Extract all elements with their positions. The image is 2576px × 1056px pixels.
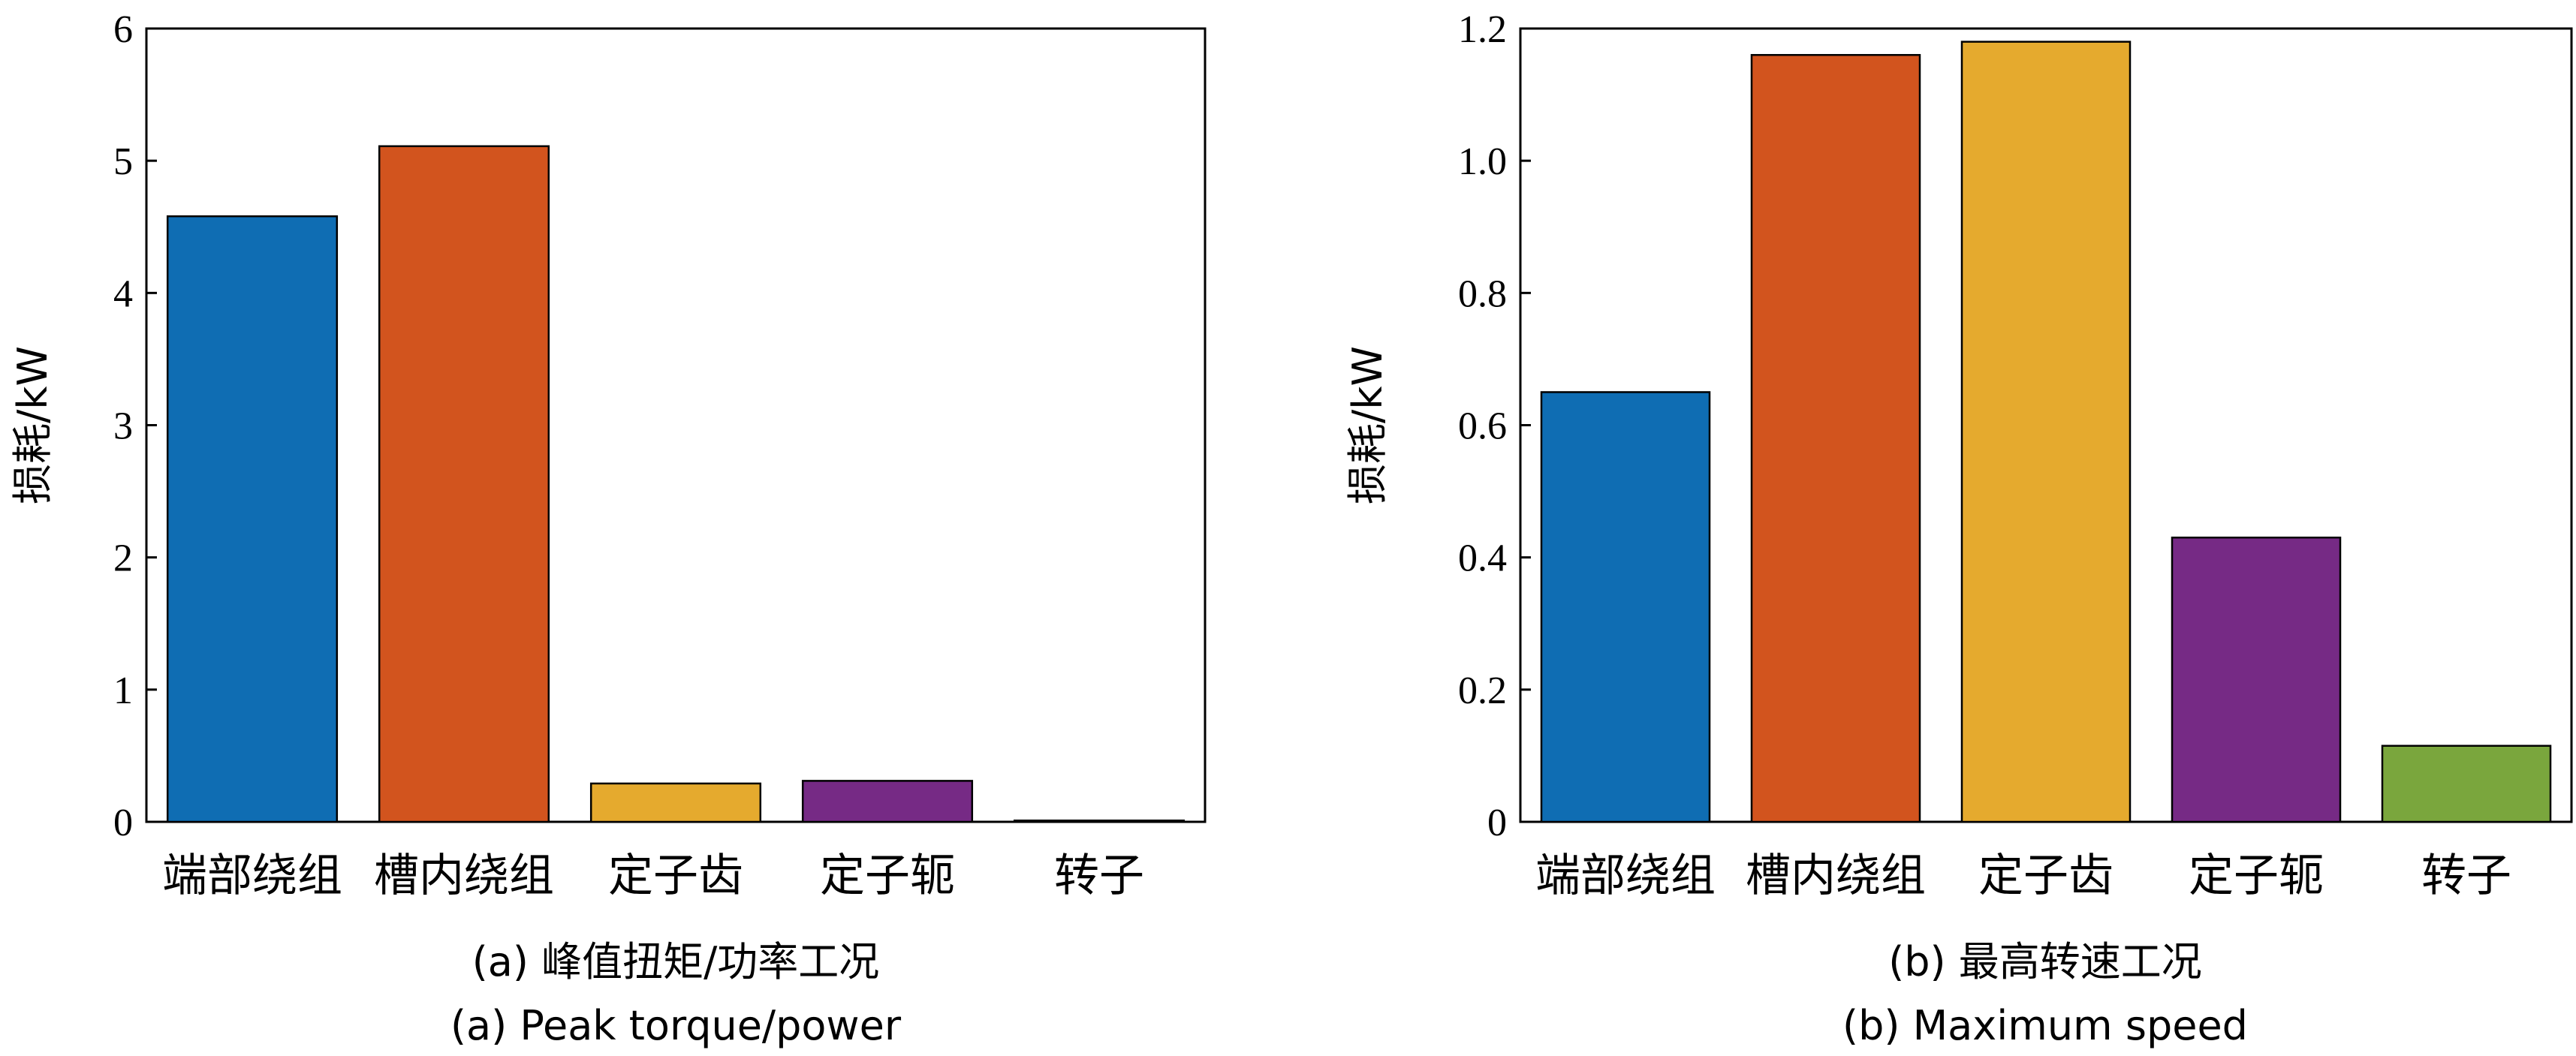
y-tick-label: 0 (113, 802, 133, 844)
y-tick-label: 0 (1487, 802, 1507, 844)
x-category-label: 定子齿 (608, 850, 743, 902)
x-category-label: 槽内绕组 (374, 850, 554, 902)
y-tick-label: 0.8 (1458, 272, 1507, 315)
y-tick-label: 5 (113, 140, 133, 183)
y-tick-label: 4 (113, 272, 133, 315)
y-tick-label: 1.0 (1458, 140, 1507, 183)
bar-5 (1013, 819, 1186, 823)
bar-2 (378, 145, 550, 823)
bar-3 (589, 782, 762, 823)
x-category-label: 端部绕组 (162, 850, 342, 902)
x-category-label: 转子 (1054, 850, 1144, 902)
y-tick-label: 0.2 (1458, 669, 1507, 712)
y-tick-label: 1.2 (1458, 8, 1507, 51)
caption-english: (a) Peak torque/power (450, 1002, 902, 1049)
bar-5 (2381, 745, 2552, 823)
bar-1 (166, 215, 339, 823)
bar-2 (1750, 53, 1921, 823)
x-category-label: 定子齿 (1978, 850, 2114, 902)
x-category-label: 转子 (2421, 850, 2511, 902)
x-category-label: 定子轭 (820, 850, 955, 902)
y-tick-label: 0.4 (1458, 537, 1507, 580)
x-category-label: 端部绕组 (1535, 850, 1716, 902)
y-tick-label: 6 (113, 8, 133, 51)
y-tick-label: 0.6 (1458, 405, 1507, 448)
bar-4 (801, 780, 974, 823)
y-tick-label: 2 (113, 537, 133, 580)
x-category-label: 定子轭 (2189, 850, 2324, 902)
caption-english: (b) Maximum speed (1842, 1002, 2248, 1049)
bar-3 (1960, 41, 2132, 823)
y-axis-label: 损耗/kW (9, 346, 56, 504)
y-tick-label: 3 (113, 405, 133, 448)
bar-4 (2171, 536, 2342, 823)
caption-chinese: (b) 最高转速工况 (1888, 938, 2202, 985)
bar-1 (1540, 391, 1711, 823)
y-axis-label: 损耗/kW (1344, 346, 1391, 504)
caption-chinese: (a) 峰值扭矩/功率工况 (472, 938, 880, 985)
y-tick-label: 1 (113, 669, 133, 712)
chart-panel-a: 0 1 2 3 4 5 6 端部绕组 槽内绕组 定子齿 定子轭 转子 损耗/kW (a) 峰值扭矩/功率工… (9, 8, 1207, 1049)
x-category-label: 槽内绕组 (1746, 850, 1926, 902)
chart-panel-b: 0 0.2 0.4 0.6 0.8 1.0 1.2 端部绕组 槽内绕组 定子齿 定子轭 转子 损耗/kW… (1344, 8, 2573, 1049)
